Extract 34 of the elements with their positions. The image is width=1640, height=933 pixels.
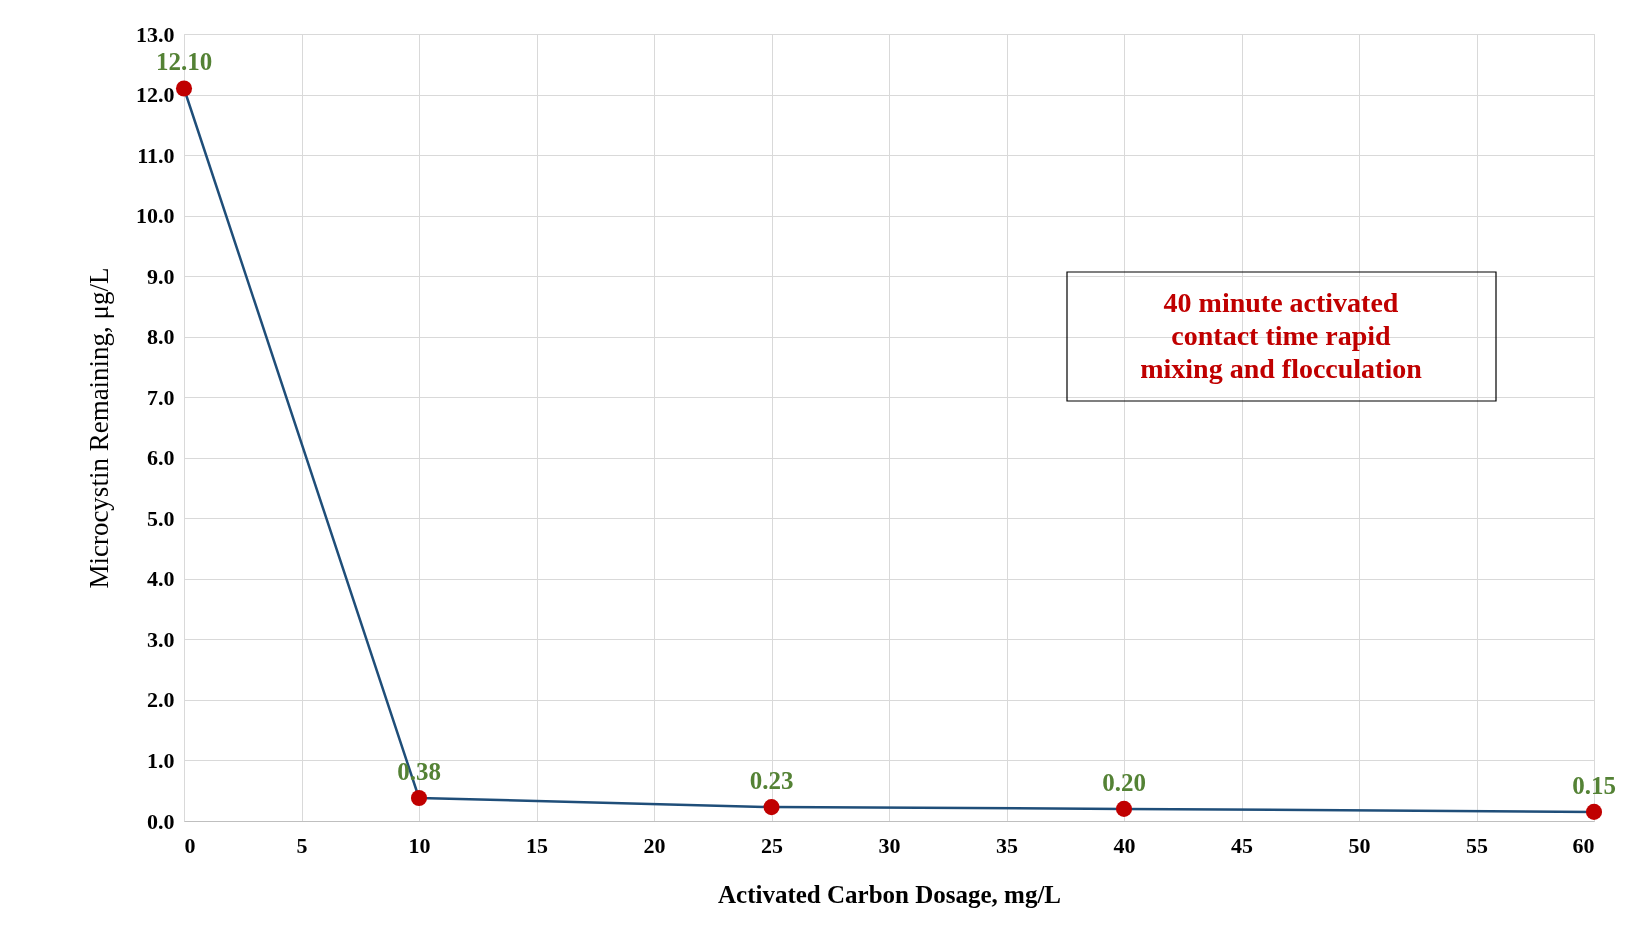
y-tick-label: 4.0 xyxy=(147,566,175,592)
y-tick-label: 6.0 xyxy=(147,445,175,471)
annotation: 40 minute activated contact time rapid mixing and flocculation xyxy=(1140,287,1423,384)
x-tick-label: 20 xyxy=(643,832,666,858)
x-tick-label: 30 xyxy=(878,832,901,858)
x-axis-title: Activated Carbon Dosage, mg/L xyxy=(717,880,1062,908)
x-tick-label: 40 xyxy=(1113,832,1136,858)
y-tick-label: 1.0 xyxy=(147,747,175,773)
y-axis-title: Microcystin Remaining, μg/L xyxy=(84,267,114,589)
x-tick-label: 50 xyxy=(1348,832,1371,858)
y-tick-label: 8.0 xyxy=(147,324,175,350)
x-tick-label: 45 xyxy=(1231,832,1253,858)
x-tick-label: 55 xyxy=(1466,832,1488,858)
y-tick-label: 9.0 xyxy=(147,263,175,289)
data-label: 0.20 xyxy=(1102,768,1146,796)
x-tick-label: 10 xyxy=(408,832,431,858)
y-tick-label: 7.0 xyxy=(147,384,175,410)
y-tick-label: 12.0 xyxy=(136,82,175,108)
y-tick-label: 3.0 xyxy=(147,626,175,652)
y-tick-label: 13.0 xyxy=(136,21,175,47)
x-tick-label: 35 xyxy=(996,832,1018,858)
y-tick-label: 11.0 xyxy=(137,142,175,168)
y-tick-label: 2.0 xyxy=(147,687,175,713)
y-tick-label: 0.0 xyxy=(147,808,175,834)
y-tick-label: 10.0 xyxy=(136,203,175,229)
x-tick-label: 5 xyxy=(296,832,308,858)
data-label: 0.15 xyxy=(1572,771,1616,799)
data-label: 0.23 xyxy=(749,767,794,795)
x-tick-label: 25 xyxy=(761,832,783,858)
data-label: 12.10 xyxy=(155,48,213,76)
x-tick-label: 0 xyxy=(184,832,196,858)
x-tick-label: 60 xyxy=(1572,832,1595,858)
y-tick-label: 5.0 xyxy=(147,505,175,531)
x-tick-label: 15 xyxy=(526,832,548,858)
